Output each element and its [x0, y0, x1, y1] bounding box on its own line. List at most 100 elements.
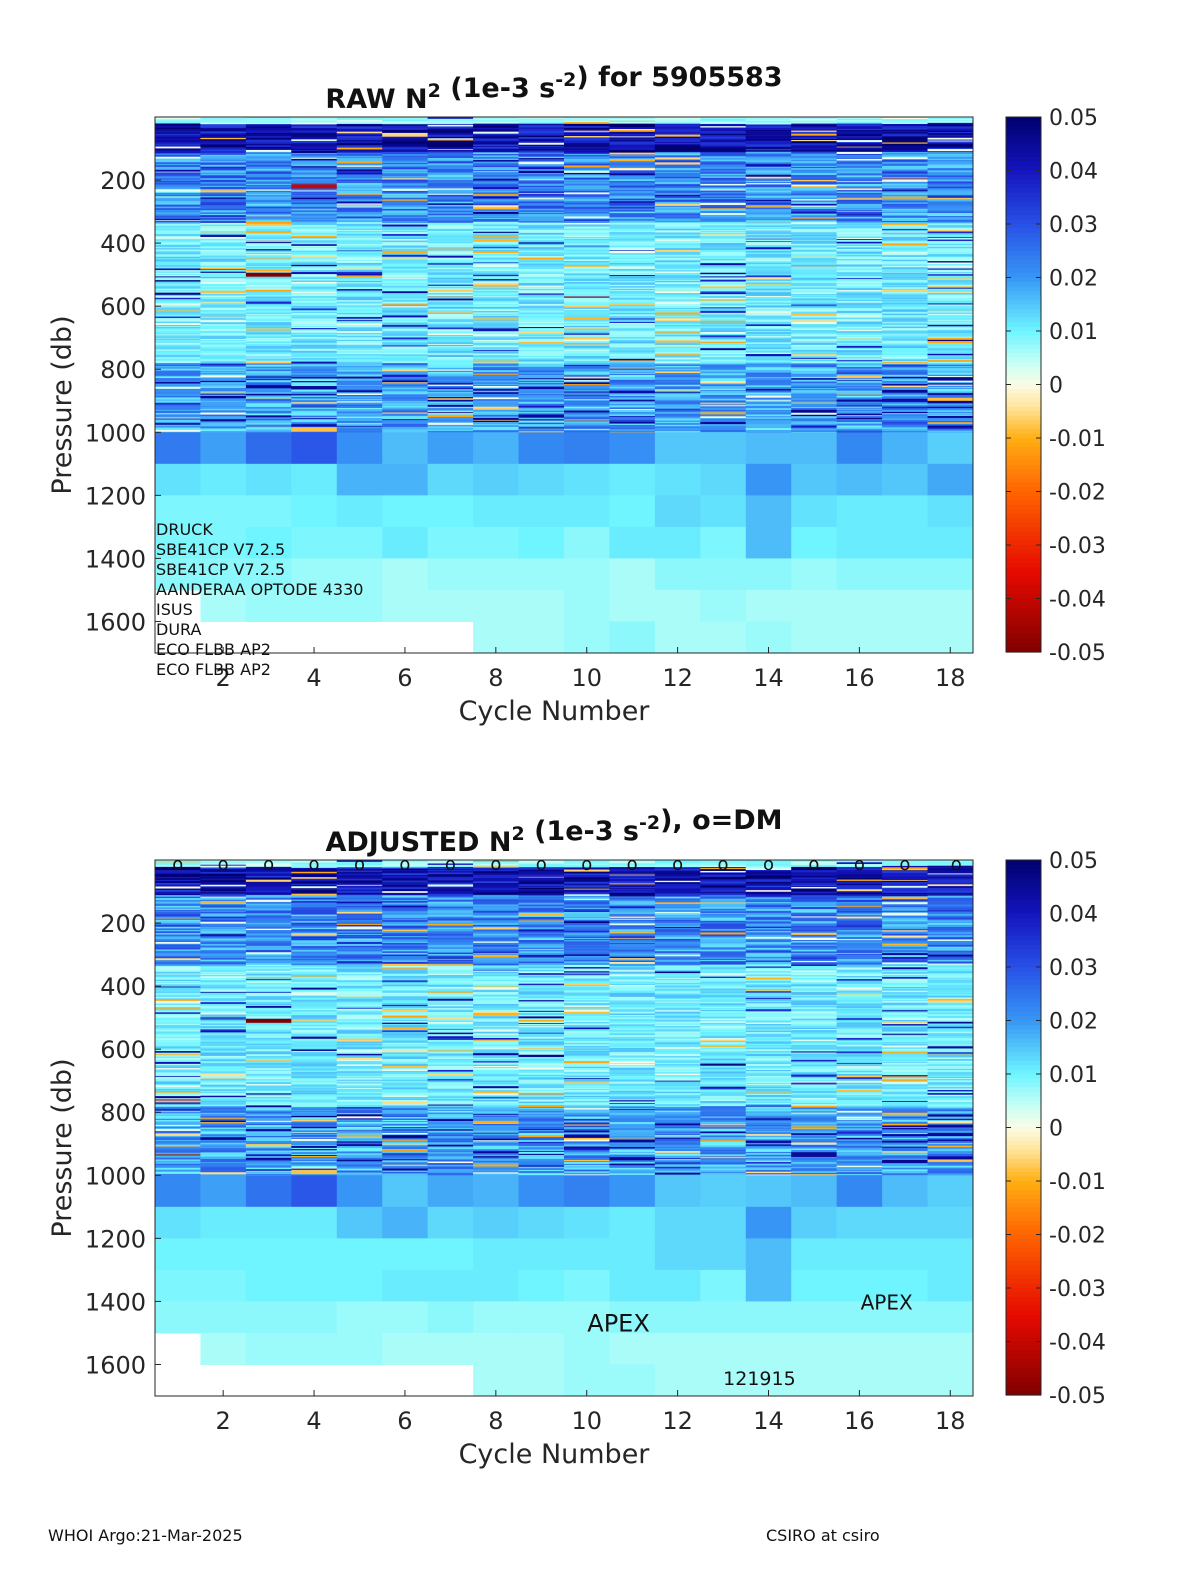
heatmap-cell	[882, 202, 929, 205]
heatmap-cell	[427, 310, 474, 312]
heatmap-cell	[791, 208, 838, 211]
heatmap-cell	[427, 325, 474, 329]
heatmap-cell	[927, 261, 974, 264]
heatmap-cell	[245, 922, 292, 925]
heatmap-cell	[245, 1069, 292, 1072]
heatmap-cell	[155, 176, 201, 179]
heatmap-cell	[336, 172, 383, 176]
heatmap-cell	[654, 228, 701, 231]
heatmap-cell	[700, 369, 747, 372]
heatmap-cell	[291, 379, 338, 382]
heatmap-cell	[336, 393, 383, 396]
heatmap-cell	[836, 395, 883, 398]
heatmap-cell	[882, 311, 929, 315]
heatmap-cell	[155, 1090, 201, 1092]
heatmap-cell	[927, 246, 974, 249]
heatmap-cell	[155, 1017, 201, 1021]
heatmap-cell	[245, 418, 292, 421]
heatmap-cell	[882, 119, 929, 122]
heatmap-cell	[836, 326, 883, 329]
heatmap-cell	[336, 196, 383, 199]
heatmap-cell	[155, 362, 201, 365]
heatmap-cell	[473, 271, 520, 274]
heatmap-cell	[791, 348, 838, 351]
heatmap-cell	[518, 362, 565, 365]
heatmap-cell	[927, 526, 974, 559]
heatmap-cell	[518, 188, 565, 191]
heatmap-cell	[791, 336, 838, 339]
heatmap-cell	[245, 155, 292, 159]
heatmap-cell	[882, 231, 929, 234]
heatmap-cell	[882, 236, 929, 239]
heatmap-cell	[336, 200, 383, 203]
heatmap-cell	[427, 414, 474, 416]
heatmap-cell	[609, 299, 656, 303]
heatmap-cell	[564, 132, 610, 134]
heatmap-cell	[245, 195, 292, 198]
y-tick-label: 800	[100, 356, 146, 384]
heatmap-cell	[609, 163, 656, 166]
heatmap-cell	[564, 341, 610, 344]
heatmap-cell	[654, 243, 701, 246]
heatmap-cell	[200, 1052, 247, 1055]
colorbar-tick-label: -0.03	[1049, 534, 1106, 559]
heatmap-cell	[473, 424, 520, 427]
heatmap-cell	[291, 394, 338, 396]
heatmap-cell	[564, 251, 610, 254]
heatmap-cell	[200, 264, 247, 267]
heatmap-cell	[791, 247, 838, 251]
heatmap-cell	[245, 298, 292, 301]
heatmap-cell	[654, 236, 701, 239]
heatmap-cell	[200, 1016, 247, 1019]
heatmap-cell	[382, 347, 429, 349]
heatmap-cell	[882, 243, 929, 246]
heatmap-cell	[155, 197, 201, 201]
heatmap-cell	[200, 973, 247, 976]
heatmap-cell	[382, 118, 429, 120]
heatmap-cell	[473, 307, 520, 310]
heatmap-cell	[700, 425, 747, 429]
heatmap-cell	[245, 374, 292, 376]
heatmap-cell	[700, 383, 747, 385]
heatmap-cell	[609, 194, 656, 197]
heatmap-cell	[291, 147, 338, 150]
heatmap-cell	[336, 420, 383, 424]
heatmap-cell	[882, 272, 929, 275]
heatmap-cell	[427, 254, 474, 257]
heatmap-cell	[336, 230, 383, 232]
heatmap-cell	[200, 938, 247, 942]
heatmap-cell	[882, 281, 929, 284]
heatmap-cell	[200, 1139, 247, 1142]
heatmap-cell	[564, 238, 610, 240]
heatmap-cell	[700, 248, 747, 251]
heatmap-cell	[291, 414, 338, 417]
heatmap-cell	[745, 419, 792, 422]
heatmap-cell	[518, 246, 565, 248]
colorbar-band	[1006, 286, 1041, 292]
heatmap-cell	[336, 346, 383, 349]
heatmap-cell	[427, 145, 474, 148]
heatmap-cell	[155, 1031, 201, 1034]
heatmap-cell	[427, 408, 474, 411]
heatmap-cell	[155, 370, 201, 373]
heatmap-cell	[927, 357, 974, 360]
heatmap-cell	[382, 228, 429, 231]
heatmap-cell	[473, 340, 520, 344]
heatmap-cell	[654, 208, 701, 210]
heatmap-cell	[882, 137, 929, 141]
heatmap-cell	[291, 351, 338, 354]
heatmap-cell	[382, 181, 429, 184]
heatmap-cell	[427, 255, 474, 259]
heatmap-cell	[200, 305, 247, 308]
heatmap-cell	[245, 196, 292, 200]
heatmap-cell	[427, 312, 474, 315]
colorbar-band	[1006, 219, 1041, 225]
heatmap-cell	[473, 253, 520, 255]
heatmap-cell	[791, 589, 838, 622]
heatmap-cell	[200, 142, 247, 146]
heatmap-cell	[382, 379, 429, 382]
heatmap-cell	[564, 214, 610, 218]
heatmap-cell	[745, 169, 792, 172]
heatmap-cell	[473, 289, 520, 293]
heatmap-cell	[473, 364, 520, 367]
